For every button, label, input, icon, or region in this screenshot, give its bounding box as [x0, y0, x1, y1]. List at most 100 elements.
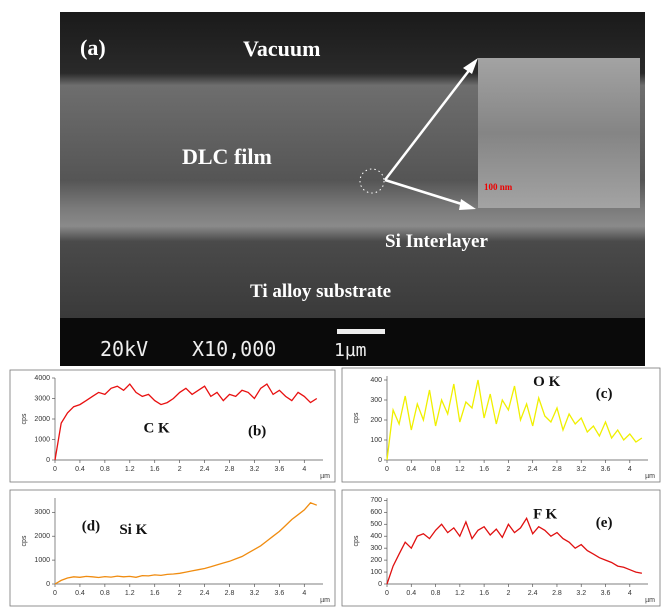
x-tick-label: 0.8	[431, 466, 441, 473]
x-tick-label: 2	[178, 466, 182, 473]
y-tick-label: 100	[370, 569, 382, 576]
y-tick-label: 100	[370, 437, 382, 444]
y-axis-label: cps	[353, 412, 360, 423]
panel-border	[10, 370, 335, 482]
eds-chart: 0 1000 2000 3000 4000 0 0.4 0.8 1.2 1.6 2 2.4 2.8 3.2…	[10, 370, 335, 482]
y-tick-label: 200	[370, 417, 382, 424]
x-tick-label: 0.4	[406, 590, 416, 597]
eds-chart: 0 1000 2000 3000 0 0.4 0.8 1.2 1.6 2 2.4 2.8 3.2 3.6 4…	[10, 490, 335, 606]
y-tick-label: 4000	[34, 375, 50, 382]
layer-label: Ti alloy substrate	[250, 281, 391, 302]
y-tick-label: 0	[378, 581, 382, 588]
layer-label: DLC film	[182, 144, 272, 169]
panel-border	[342, 490, 660, 606]
x-tick-label: 1.2	[455, 590, 465, 597]
x-tick-label: 1.6	[150, 590, 160, 597]
x-tick-label: 3.6	[275, 590, 285, 597]
x-axis-label: µm	[320, 597, 330, 604]
x-tick-label: 4	[628, 466, 632, 473]
panel-label: (c)	[596, 386, 613, 402]
y-tick-label: 400	[370, 533, 382, 540]
x-tick-label: 0	[385, 590, 389, 597]
panel-label: (b)	[248, 424, 266, 440]
x-tick-label: 2	[506, 466, 510, 473]
x-tick-label: 0.8	[100, 590, 110, 597]
y-tick-label: 200	[370, 557, 382, 564]
figure: (a) Vacuum DLC film Si Interlayer Ti all…	[0, 0, 665, 609]
x-axis-label: µm	[645, 473, 655, 480]
x-tick-label: 3.2	[250, 466, 260, 473]
x-tick-label: 3.2	[250, 590, 260, 597]
x-axis-label: µm	[320, 473, 330, 480]
magnification: X10,000	[192, 337, 276, 361]
x-tick-label: 1.2	[125, 590, 135, 597]
y-tick-label: 700	[370, 497, 382, 504]
x-tick-label: 2.4	[200, 590, 210, 597]
element-label: Si K	[119, 522, 147, 538]
x-tick-label: 2.4	[200, 466, 210, 473]
scale-bar	[337, 329, 385, 334]
scale-label: 1µm	[334, 340, 367, 361]
y-axis-label: cps	[21, 535, 28, 546]
x-tick-label: 3.2	[576, 466, 586, 473]
x-tick-label: 0.8	[431, 590, 441, 597]
y-tick-label: 300	[370, 397, 382, 404]
y-tick-label: 0	[46, 581, 50, 588]
y-tick-label: 3000	[34, 509, 50, 516]
element-label: F K	[533, 507, 557, 523]
y-tick-label: 1000	[34, 557, 50, 564]
y-tick-label: 0	[46, 457, 50, 464]
x-tick-label: 0.8	[100, 466, 110, 473]
x-tick-label: 0.4	[406, 466, 416, 473]
x-tick-label: 0	[53, 590, 57, 597]
x-tick-label: 3.6	[601, 466, 611, 473]
y-axis-label: cps	[353, 535, 360, 546]
x-tick-label: 2.8	[552, 590, 562, 597]
inset-scale: 100 nm	[484, 182, 513, 192]
x-tick-label: 2.4	[528, 466, 538, 473]
x-tick-label: 3.2	[576, 590, 586, 597]
x-tick-label: 1.2	[125, 466, 135, 473]
panel-label: (a)	[80, 35, 106, 60]
layer-label: Si Interlayer	[385, 231, 488, 252]
y-tick-label: 400	[370, 377, 382, 384]
x-tick-label: 2	[178, 590, 182, 597]
sem-image: (a) Vacuum DLC film Si Interlayer Ti all…	[60, 12, 645, 366]
x-tick-label: 1.2	[455, 466, 465, 473]
x-tick-label: 1.6	[479, 466, 489, 473]
panel-label: (e)	[596, 515, 613, 531]
x-tick-label: 0.4	[75, 590, 85, 597]
x-tick-label: 4	[628, 590, 632, 597]
x-tick-label: 2.8	[225, 466, 235, 473]
y-tick-label: 600	[370, 509, 382, 516]
y-tick-label: 2000	[34, 533, 50, 540]
voltage: 20kV	[100, 337, 148, 361]
element-label: C K	[143, 420, 170, 436]
x-axis-label: µm	[645, 597, 655, 604]
x-tick-label: 2.8	[552, 466, 562, 473]
x-tick-label: 0	[53, 466, 57, 473]
x-tick-label: 0.4	[75, 466, 85, 473]
panel-border	[10, 490, 335, 606]
x-tick-label: 2	[506, 590, 510, 597]
x-tick-label: 3.6	[601, 590, 611, 597]
y-tick-label: 1000	[34, 436, 50, 443]
y-tick-label: 2000	[34, 416, 50, 423]
y-tick-label: 0	[378, 457, 382, 464]
y-tick-label: 3000	[34, 395, 50, 402]
x-tick-label: 4	[302, 590, 306, 597]
x-tick-label: 2.8	[225, 590, 235, 597]
x-tick-label: 4	[302, 466, 306, 473]
x-tick-label: 1.6	[150, 466, 160, 473]
x-tick-label: 2.4	[528, 590, 538, 597]
panel-label: (d)	[82, 519, 100, 535]
x-tick-label: 3.6	[275, 466, 285, 473]
x-tick-label: 1.6	[479, 590, 489, 597]
eds-chart: 0 100 200 300 400 500 600 700 0 0.4 0.8 1.2 1.6 2 2.4 2…	[342, 490, 660, 606]
y-tick-label: 300	[370, 545, 382, 552]
element-label: O K	[533, 374, 560, 390]
y-tick-label: 500	[370, 521, 382, 528]
y-axis-label: cps	[21, 413, 28, 424]
layer-label: Vacuum	[243, 36, 320, 61]
